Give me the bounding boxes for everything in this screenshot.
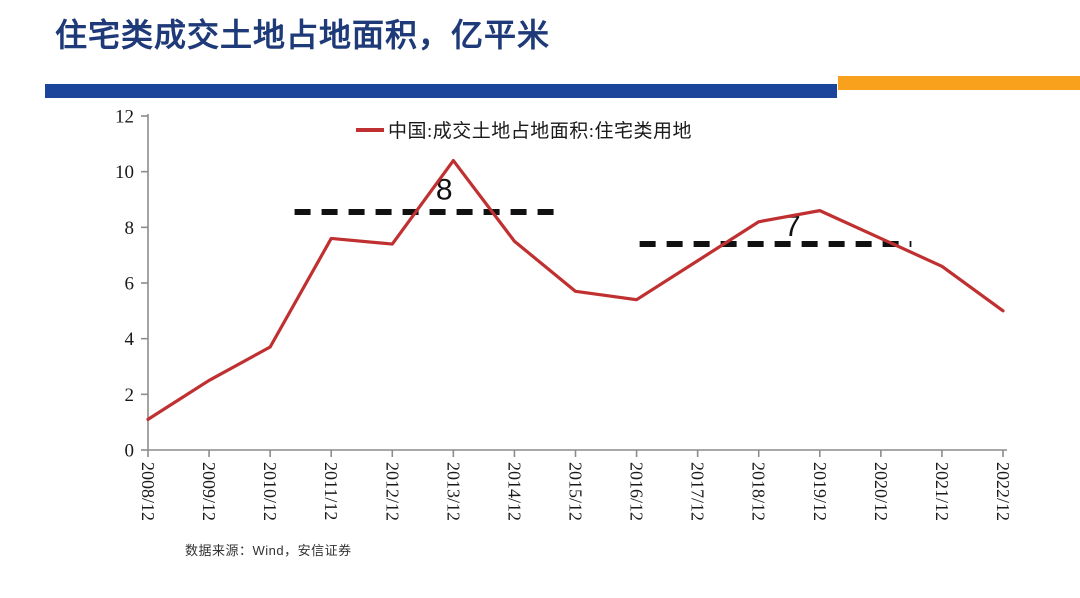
x-tick-label: 2019/12 xyxy=(810,462,830,521)
x-tick-label: 2016/12 xyxy=(627,462,647,521)
x-tick-label: 2012/12 xyxy=(382,462,402,521)
y-tick-label: 12 xyxy=(115,107,134,128)
data-source-note: 数据来源：Wind，安信证券 xyxy=(185,543,352,558)
legend-line-marker-icon xyxy=(356,127,384,132)
x-tick-label: 2009/12 xyxy=(199,462,219,521)
page-title: 住宅类成交土地占地面积，亿平米 xyxy=(55,17,551,53)
x-tick-label: 2021/12 xyxy=(932,462,952,521)
x-tick-label: 2008/12 xyxy=(138,462,158,521)
y-tick-label: 0 xyxy=(125,441,135,462)
x-tick-label: 2022/12 xyxy=(993,462,1013,521)
legend-series-label: 中国:成交土地占地面积:住宅类用地 xyxy=(388,121,693,142)
y-tick-label: 2 xyxy=(125,385,135,406)
title-underline-blue-bar xyxy=(45,84,837,98)
y-tick-label: 4 xyxy=(125,329,135,350)
x-tick-label: 2011/12 xyxy=(321,462,341,520)
chart-legend: 中国:成交土地占地面积:住宅类用地 xyxy=(356,116,692,143)
annotation-label: 8 xyxy=(436,174,453,207)
x-tick-label: 2010/12 xyxy=(260,462,280,521)
x-tick-label: 2020/12 xyxy=(871,462,891,521)
x-tick-label: 2018/12 xyxy=(749,462,769,521)
x-tick-label: 2017/12 xyxy=(688,462,708,521)
y-tick-label: 6 xyxy=(125,274,135,295)
title-underline-orange-bar xyxy=(838,76,1080,90)
data-line xyxy=(146,158,1005,421)
y-tick-label: 10 xyxy=(115,162,134,183)
y-tick-label: 8 xyxy=(125,218,135,239)
x-tick-label: 2014/12 xyxy=(504,462,524,521)
x-tick-label: 2015/12 xyxy=(566,462,586,521)
x-tick-label: 2013/12 xyxy=(443,462,463,521)
